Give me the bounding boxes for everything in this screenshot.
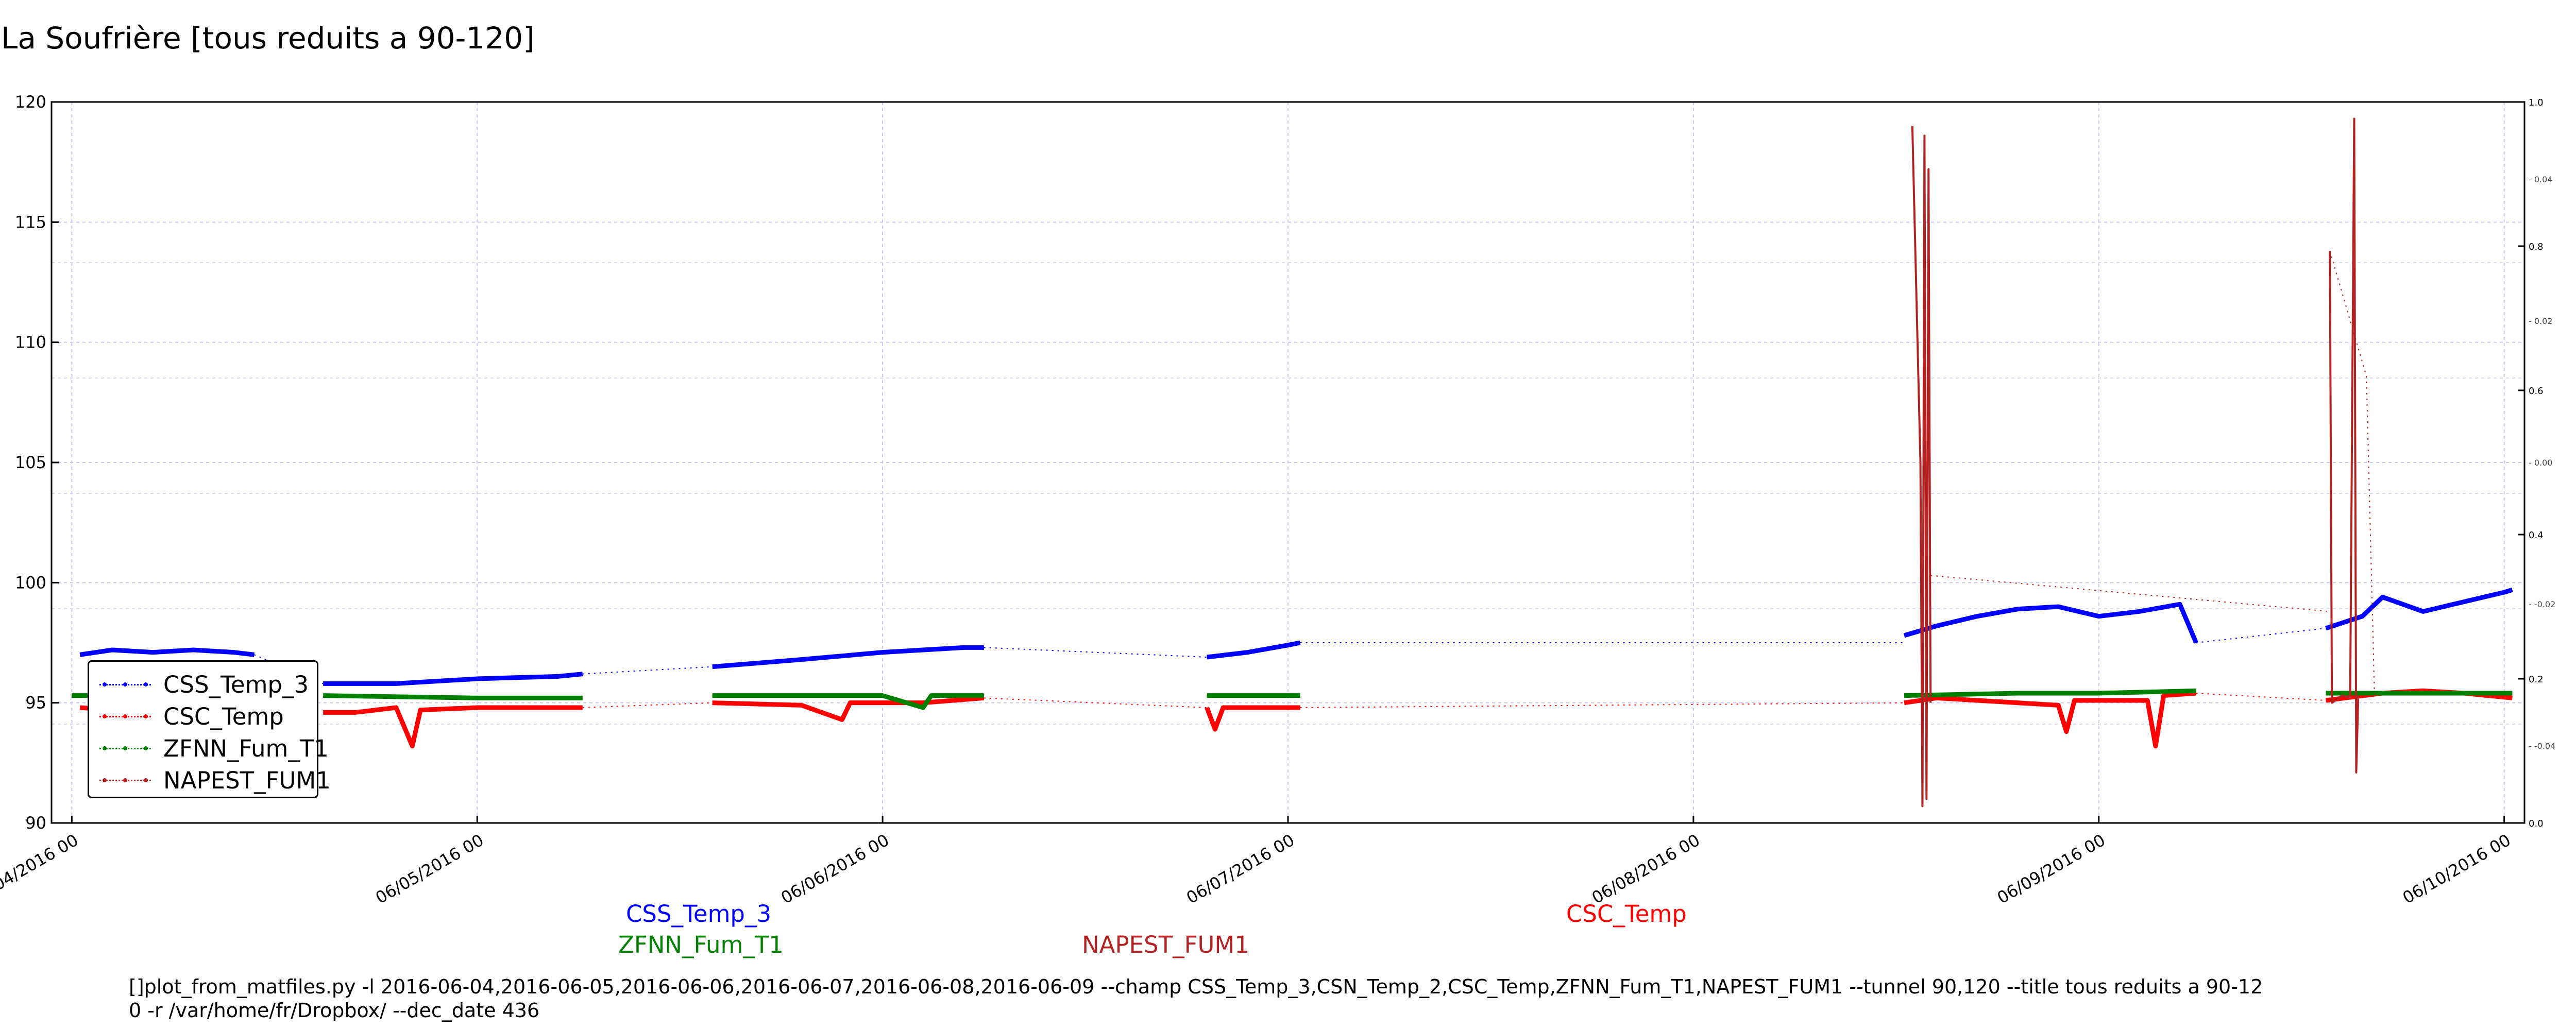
series-line-css-temp-3 — [1207, 640, 1301, 660]
legend-item: ZFNN_Fum_T1 — [99, 733, 329, 764]
x-tick-label: 06/07/2016 00 — [1183, 830, 1298, 908]
series-gap-css-temp-3 — [582, 666, 713, 675]
series-gap-napest-fum1 — [1930, 575, 2330, 612]
series-gap-csc-temp — [582, 702, 713, 708]
y-tick-label: 110 — [15, 333, 46, 352]
series-label-zfnn-fum-t1: ZFNN_Fum_T1 — [618, 931, 784, 958]
series-gap-css-temp-3 — [254, 654, 324, 684]
series-line-css-temp-3 — [79, 647, 255, 657]
legend-label: CSC_Temp — [163, 702, 284, 730]
series-line-csc-temp — [1205, 705, 1300, 732]
y2-tick-label: 0.2 — [2529, 674, 2544, 685]
legend-label: CSS_Temp_3 — [163, 671, 309, 698]
series-label-csc-temp: CSC_Temp — [1566, 900, 1687, 928]
legend-item: CSC_Temp — [99, 701, 284, 732]
legend-swatch — [99, 679, 151, 690]
y-tick-label: 90 — [25, 813, 46, 833]
legend-swatch — [99, 711, 151, 722]
legend-item: CSS_Temp_3 — [99, 669, 309, 700]
y2-tick-label: 0.6 — [2529, 386, 2544, 397]
x-tick-label: 06/08/2016 00 — [1588, 830, 1703, 908]
series-line-css-temp-3 — [2325, 588, 2513, 631]
y2-tick-label: 1.0 — [2529, 97, 2544, 108]
y2-inner-tick-label: - 0.02 — [2529, 316, 2552, 326]
series-line-css-temp-3 — [1903, 602, 2198, 644]
y-tick-label: 120 — [15, 92, 46, 112]
series-line-zfnn-fum-t1 — [712, 693, 984, 710]
legend-swatch — [99, 775, 151, 785]
series-line-css-temp-3 — [323, 672, 583, 686]
series-line-zfnn-fum-t1 — [1904, 688, 2196, 698]
y2-inner-tick-label: - 0.00 — [2529, 458, 2552, 468]
legend-label: ZFNN_Fum_T1 — [163, 734, 329, 762]
y2-inner-tick-label: - 0.04 — [2529, 175, 2552, 184]
y2-tick-label: 0.4 — [2529, 530, 2544, 541]
x-tick-label: 06/06/2016 00 — [777, 830, 892, 908]
series-line-csc-temp — [323, 705, 583, 749]
command-line-text: []plot_from_matfiles.py -l 2016-06-04,20… — [129, 975, 2263, 1022]
x-tick-label: 06/04/2016 00 — [0, 830, 81, 908]
x-tick-label: 06/09/2016 00 — [1994, 830, 2109, 908]
y2-inner-tick-label: - -0.02 — [2529, 599, 2555, 609]
x-tick-label: 06/10/2016 00 — [2399, 830, 2514, 908]
series-line-napest-fum1 — [1911, 126, 1932, 808]
y-tick-label: 95 — [25, 693, 46, 713]
series-gap-css-temp-3 — [984, 647, 1207, 658]
series-gap-csc-temp — [2196, 693, 2326, 701]
legend-item: NAPEST_FUM1 — [99, 765, 331, 796]
chart-title: La Soufrière [tous reduits a 90-120] — [1, 21, 535, 56]
y2-tick-label: 0.8 — [2529, 242, 2544, 252]
x-tick-label: 06/05/2016 00 — [372, 830, 487, 908]
series-gap-css-temp-3 — [2196, 628, 2326, 643]
series-line-napest-fum1 — [2329, 117, 2360, 774]
legend-swatch — [99, 743, 151, 753]
series-line-csc-temp — [1904, 691, 2196, 749]
y-tick-label: 105 — [15, 453, 46, 472]
series-gap-napest-fum1 — [2366, 375, 2375, 696]
y-tick-label: 115 — [15, 212, 46, 232]
y2-tick-label: 0.0 — [2529, 818, 2544, 829]
series-line-zfnn-fum-t1 — [323, 693, 583, 700]
legend-label: NAPEST_FUM1 — [163, 766, 331, 794]
series-line-csc-temp — [712, 695, 985, 722]
series-label-napest-fum1: NAPEST_FUM1 — [1082, 931, 1249, 958]
y2-inner-tick-label: - -0.04 — [2529, 741, 2555, 751]
series-gap-napest-fum1 — [2329, 251, 2367, 376]
series-gap-csc-temp — [1300, 702, 1905, 708]
chart-legend: CSS_Temp_3 CSC_Temp ZFNN_Fum_T1 NAPEST_FUM1 — [88, 660, 331, 798]
series-line-css-temp-3 — [712, 645, 984, 670]
y-tick-label: 100 — [15, 573, 46, 592]
series-label-css-temp-3: CSS_Temp_3 — [626, 900, 772, 928]
